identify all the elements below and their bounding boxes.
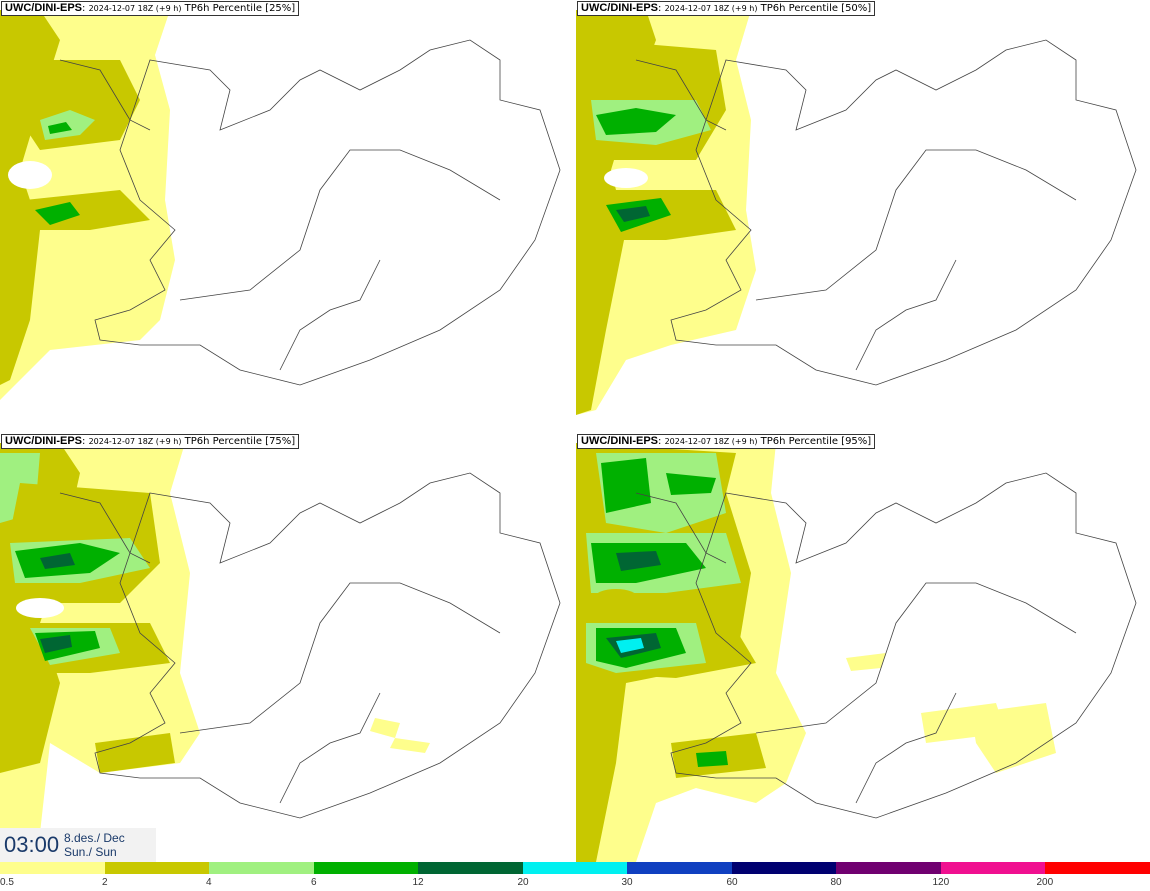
legend-swatch bbox=[209, 862, 314, 874]
legend-label: 2 bbox=[102, 877, 108, 888]
map-panel-p25: UWC/DINI-EPS: 2024-12-07 18Z (+9 h) TP6h… bbox=[0, 0, 575, 420]
legend-swatch bbox=[313, 862, 419, 874]
panel-title: UWC/DINI-EPS: 2024-12-07 18Z (+9 h) TP6h… bbox=[577, 1, 876, 16]
legend-swatch bbox=[836, 862, 941, 874]
valid-time: 03:00 bbox=[4, 832, 60, 857]
legend-swatch bbox=[0, 862, 105, 874]
valid-date-line2: Sun./ Sun bbox=[64, 845, 117, 859]
map-panel-p95: UWC/DINI-EPS: 2024-12-07 18Z (+9 h) TP6h… bbox=[576, 433, 1150, 862]
valid-date-line1: 8.des./ Dec bbox=[64, 831, 125, 845]
color-legend: 0.5 2 4 6 12 20 30 60 80 120 200 bbox=[0, 862, 1150, 891]
legend-label: 120 bbox=[932, 877, 950, 888]
legend-label: 6 bbox=[311, 877, 317, 888]
legend-label: 80 bbox=[830, 877, 842, 888]
panel-title: UWC/DINI-EPS: 2024-12-07 18Z (+9 h) TP6h… bbox=[577, 434, 876, 449]
legend-label: 12 bbox=[412, 877, 424, 888]
legend-swatch bbox=[1045, 862, 1150, 874]
legend-swatch bbox=[104, 862, 210, 874]
legend-swatch bbox=[522, 862, 628, 874]
legend-swatch bbox=[940, 862, 1046, 874]
legend-label: 200 bbox=[1036, 877, 1054, 888]
panel-title: UWC/DINI-EPS: 2024-12-07 18Z (+9 h) TP6h… bbox=[1, 434, 300, 449]
legend-label: 0.5 bbox=[0, 877, 14, 888]
map-panel-p75: UWC/DINI-EPS: 2024-12-07 18Z (+9 h) TP6h… bbox=[0, 433, 575, 862]
legend-swatch bbox=[418, 862, 523, 874]
legend-colorbar bbox=[0, 862, 1150, 874]
legend-label: 4 bbox=[206, 877, 212, 888]
precip-map bbox=[576, 10, 1137, 415]
map-panel-p50: UWC/DINI-EPS: 2024-12-07 18Z (+9 h) TP6h… bbox=[576, 0, 1150, 420]
panel-title: UWC/DINI-EPS: 2024-12-07 18Z (+9 h) TP6h… bbox=[1, 1, 300, 16]
legend-swatch bbox=[627, 862, 732, 874]
valid-time-box: 03:00 8.des./ Dec Sun./ Sun bbox=[0, 828, 156, 862]
legend-label: 20 bbox=[517, 877, 529, 888]
precip-map bbox=[0, 443, 561, 862]
valid-date: 8.des./ Dec Sun./ Sun bbox=[64, 831, 125, 859]
precip-map bbox=[0, 10, 561, 400]
precip-map bbox=[576, 443, 1137, 862]
legend-swatch bbox=[731, 862, 837, 874]
legend-label: 30 bbox=[621, 877, 633, 888]
legend-label: 60 bbox=[726, 877, 738, 888]
